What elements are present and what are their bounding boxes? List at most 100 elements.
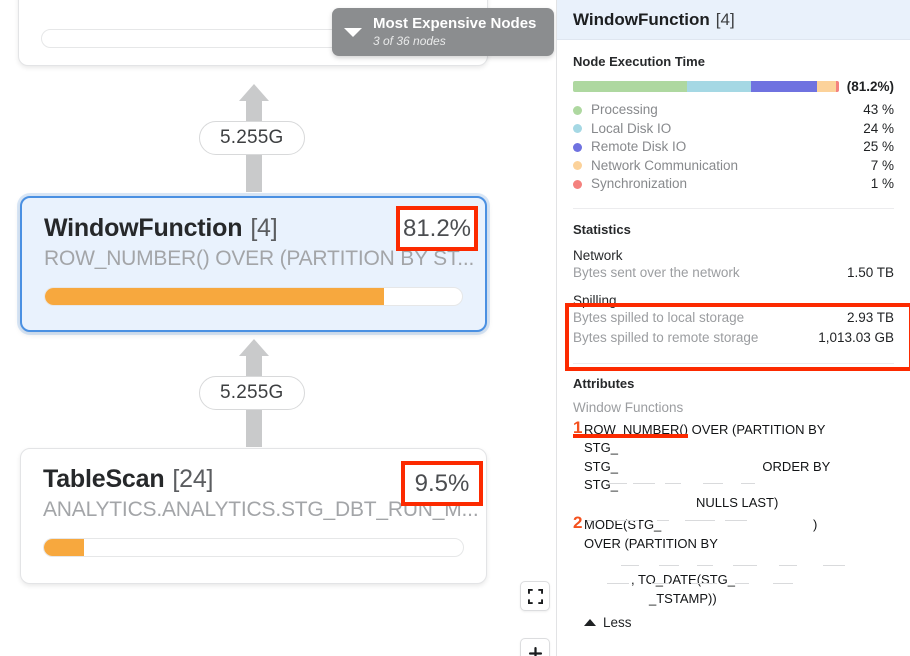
node-id: [4] — [250, 214, 278, 242]
execution-time-legend: Processing 43 % Local Disk IO 24 % Remote Di… — [573, 101, 894, 194]
graph-edge-label-upper: 5.255G — [199, 121, 305, 155]
most-expensive-nodes-banner[interactable]: Most Expensive Nodes 3 of 36 nodes — [332, 8, 554, 56]
legend-dot-icon — [573, 105, 582, 115]
redacted-text-fragment — [773, 583, 793, 584]
attributes-subsection-title: Window Functions — [573, 400, 684, 415]
attribute-line: STG_ — [584, 440, 618, 456]
legend-row: Synchronization 1 % — [573, 175, 894, 194]
section-title-execution-time: Node Execution Time — [573, 54, 705, 69]
execution-segment-4 — [836, 81, 839, 92]
banner-subtitle: 3 of 36 nodes — [373, 33, 446, 48]
statistics-group-title: Network — [573, 247, 623, 263]
execution-time-stacked-bar — [573, 81, 839, 92]
attribute-line — [584, 553, 894, 571]
zoom-in-button[interactable] — [520, 638, 550, 656]
legend-row: Local Disk IO 24 % — [573, 120, 894, 139]
panel-header: WindowFunction [4] — [557, 0, 910, 40]
attribute-index-marker: 1 — [573, 418, 583, 437]
attribute-line: STG_ ORDER BY — [584, 458, 831, 474]
redacted-text-fragment — [733, 565, 757, 566]
redacted-text-fragment — [587, 520, 597, 521]
node-subtitle: ANALYTICS.ANALYTICS.STG_DBT_RUN_M... — [43, 498, 479, 521]
execution-segment-3 — [817, 81, 837, 92]
statistics-row: Bytes spilled to remote storage 1,013.03 … — [573, 328, 894, 348]
graph-edge-label-lower: 5.255G — [199, 376, 305, 410]
graph-edge-arrow-lower — [239, 339, 269, 356]
statistics-row: Bytes spilled to local storage 2.93 TB — [573, 308, 894, 328]
statistics-group-title: Spilling — [573, 293, 617, 308]
legend-label: Synchronization — [591, 176, 688, 191]
legend-value: 7 % — [870, 157, 894, 173]
fullscreen-icon — [527, 588, 543, 604]
legend-value: 43 % — [863, 102, 894, 117]
panel-title: WindowFunction — [573, 9, 710, 29]
section-title-attributes: Attributes — [573, 376, 635, 391]
node-detail-panel: WindowFunction [4] Node Execution Time (… — [556, 0, 910, 656]
legend-dot-icon — [573, 142, 582, 152]
statistics-value: 1.50 TB — [846, 264, 894, 280]
attribute-index-marker: 2 — [573, 513, 583, 533]
node-execution-time-section: Node Execution Time (81.2%) Processing 43… — [557, 40, 910, 194]
graph-node-windowfunction[interactable]: WindowFunction [4] 81.2% ROW_NUMBER() OV… — [20, 196, 487, 332]
fit-to-screen-button[interactable] — [520, 581, 550, 611]
attribute-line: ROW_NUMBER() OVER (PARTITION BY 1 — [573, 418, 826, 437]
attribute-line: _TSTAMP)) — [584, 590, 717, 606]
legend-value: 24 % — [863, 120, 894, 136]
redacted-text-fragment — [613, 520, 639, 521]
redacted-text-fragment — [657, 520, 669, 521]
chevron-down-icon[interactable] — [344, 27, 362, 37]
statistics-key: Bytes spilled to remote storage — [573, 329, 759, 345]
annotation-underline-window-functions — [573, 434, 688, 438]
node-subtitle: ROW_NUMBER() OVER (PARTITION BY ST... — [44, 247, 475, 270]
attribute-line: OVER (PARTITION BY — [584, 535, 718, 551]
redacted-text-fragment — [703, 483, 723, 484]
execution-time-total: (81.2%) — [846, 79, 894, 94]
query-plan-graph-canvas[interactable]: 5.255G WindowFunction [4] 81.2% ROW_NUMB… — [0, 0, 556, 656]
annotation-label-windowfunction-percent: 81.2% — [402, 214, 472, 242]
attributes-collapse-label: Less — [603, 614, 632, 630]
graph-edge-arrow-upper — [239, 84, 269, 101]
statistics-group: Spilling Bytes spilled to local storage 2.… — [573, 293, 894, 347]
attribute-entry: ROW_NUMBER() OVER (PARTITION BY 1 STG_ STG_… — [573, 418, 894, 512]
statistics-row: Bytes sent over the network 1.50 TB — [573, 263, 894, 283]
attribute-line: NULLS LAST) — [584, 495, 779, 511]
node-progress-bar — [44, 287, 463, 306]
divider — [573, 363, 894, 364]
legend-row: Processing 43 % — [573, 101, 894, 120]
attribute-entry: MODE(STG_ ) 2 OVER (PARTITION BY , TO_DATE… — [573, 513, 894, 607]
attribute-line: STG_ — [584, 476, 618, 492]
legend-dot-icon — [573, 161, 582, 171]
divider — [573, 207, 894, 209]
redacted-text-fragment — [685, 520, 715, 521]
legend-label: Network Communication — [591, 157, 739, 173]
execution-segment-2 — [751, 81, 818, 92]
attribute-line: , TO_DATE(STG_ — [584, 572, 735, 588]
banner-title: Most Expensive Nodes — [373, 15, 537, 33]
plus-icon — [528, 646, 542, 656]
statistics-value: 1,013.03 GB — [818, 329, 894, 345]
attributes-section: Attributes Window Functions ROW_NUMBER()… — [557, 364, 910, 630]
redacted-text-fragment — [735, 583, 749, 584]
attributes-collapse-toggle[interactable]: Less — [584, 615, 894, 630]
annotation-label-tablescan-percent: 9.5% — [414, 469, 470, 497]
legend-row: Network Communication 7 % — [573, 157, 894, 176]
redacted-text-fragment — [609, 483, 627, 484]
redacted-text-fragment — [651, 583, 669, 584]
redacted-text-fragment — [665, 483, 681, 484]
legend-label: Processing — [591, 102, 658, 117]
legend-row: Remote Disk IO 25 % — [573, 138, 894, 157]
redacted-text-fragment — [633, 483, 655, 484]
redacted-text-fragment — [697, 565, 713, 566]
node-id: [24] — [172, 465, 214, 493]
redacted-text-fragment — [691, 583, 717, 584]
redacted-text-fragment — [779, 565, 797, 566]
node-title: TableScan — [43, 465, 165, 493]
section-title-statistics: Statistics — [573, 221, 631, 237]
execution-segment-1 — [687, 81, 752, 92]
statistics-key: Bytes spilled to local storage — [573, 310, 745, 325]
redacted-text-fragment — [725, 520, 747, 521]
attribute-line: MODE(STG_ ) 2 — [573, 513, 818, 533]
chevron-up-icon — [584, 618, 596, 626]
legend-label: Remote Disk IO — [591, 139, 687, 154]
